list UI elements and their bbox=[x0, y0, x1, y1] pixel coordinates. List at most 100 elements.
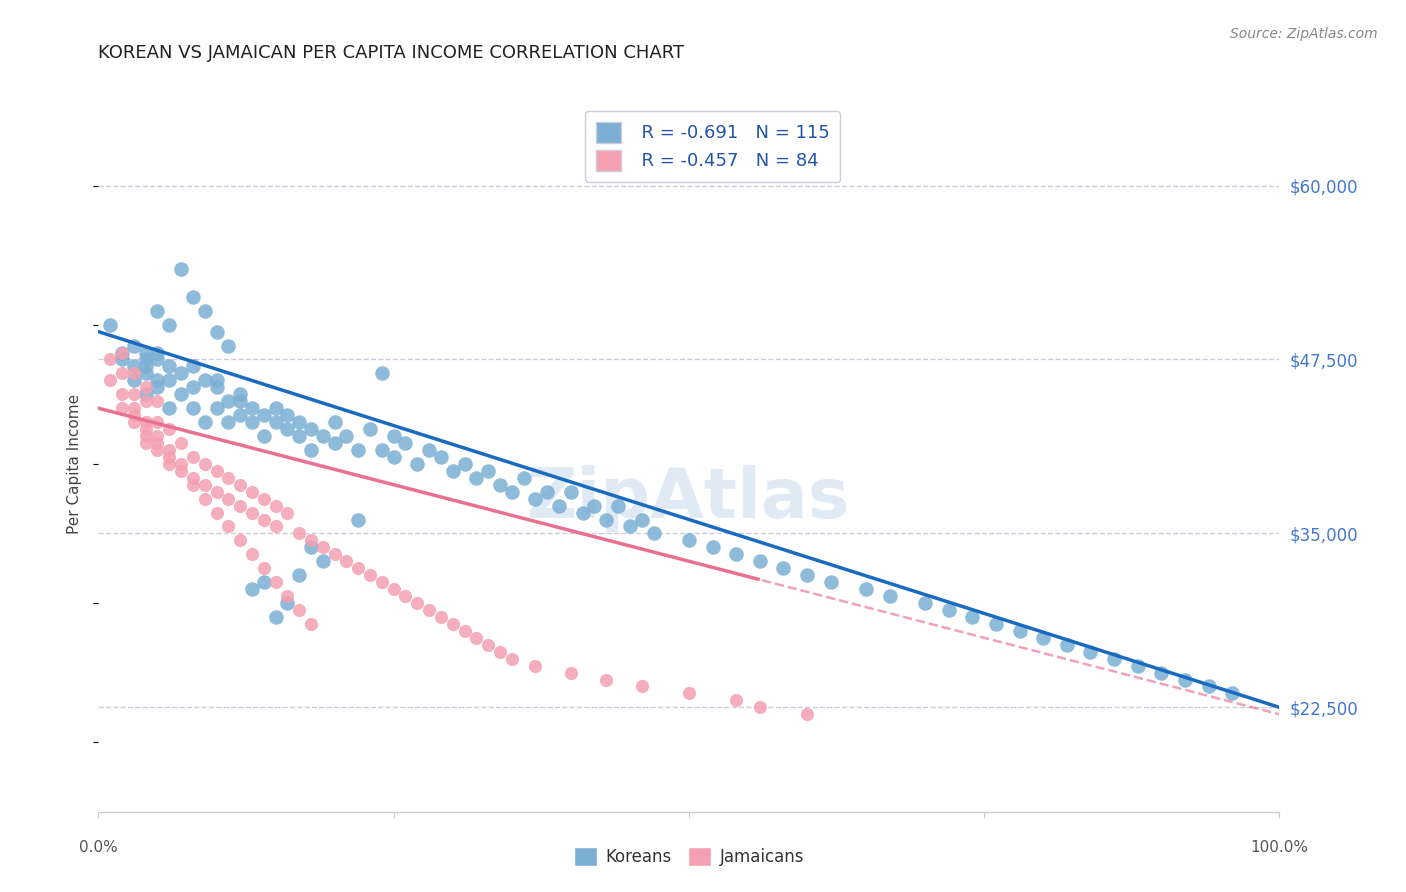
Text: 100.0%: 100.0% bbox=[1250, 839, 1309, 855]
Point bbox=[264, 415, 287, 429]
Point bbox=[288, 603, 311, 617]
Point bbox=[229, 408, 252, 422]
Point bbox=[371, 575, 394, 590]
Point bbox=[323, 547, 346, 561]
Point bbox=[264, 499, 287, 513]
Point bbox=[984, 616, 1007, 631]
Point bbox=[135, 352, 157, 367]
Point bbox=[962, 610, 984, 624]
Point bbox=[595, 673, 617, 687]
Point bbox=[1008, 624, 1031, 638]
Point bbox=[879, 589, 901, 603]
Point bbox=[240, 506, 263, 520]
Point bbox=[276, 506, 298, 520]
Point bbox=[276, 408, 298, 422]
Point bbox=[170, 464, 193, 478]
Point bbox=[501, 484, 523, 499]
Point bbox=[146, 345, 169, 359]
Point bbox=[418, 442, 440, 457]
Point bbox=[253, 491, 276, 506]
Point bbox=[796, 568, 818, 582]
Point bbox=[157, 373, 180, 387]
Point bbox=[122, 359, 145, 374]
Text: KOREAN VS JAMAICAN PER CAPITA INCOME CORRELATION CHART: KOREAN VS JAMAICAN PER CAPITA INCOME COR… bbox=[98, 45, 685, 62]
Point bbox=[477, 638, 499, 652]
Point bbox=[205, 506, 228, 520]
Point bbox=[135, 380, 157, 394]
Point bbox=[524, 491, 547, 506]
Point bbox=[170, 262, 193, 277]
Point bbox=[288, 568, 311, 582]
Point bbox=[406, 596, 429, 610]
Point bbox=[335, 429, 357, 443]
Point bbox=[748, 700, 770, 714]
Point bbox=[217, 491, 239, 506]
Point bbox=[465, 631, 488, 645]
Text: Source: ZipAtlas.com: Source: ZipAtlas.com bbox=[1230, 27, 1378, 41]
Point bbox=[146, 373, 169, 387]
Point bbox=[135, 359, 157, 374]
Point bbox=[1102, 651, 1125, 665]
Point bbox=[938, 603, 960, 617]
Point bbox=[122, 408, 145, 422]
Point bbox=[146, 429, 169, 443]
Point bbox=[571, 506, 593, 520]
Point bbox=[157, 401, 180, 416]
Point bbox=[536, 484, 558, 499]
Point bbox=[264, 401, 287, 416]
Point bbox=[240, 582, 263, 596]
Point bbox=[217, 519, 239, 533]
Point bbox=[299, 442, 322, 457]
Point bbox=[135, 415, 157, 429]
Point bbox=[157, 359, 180, 374]
Point bbox=[441, 616, 464, 631]
Point bbox=[702, 541, 724, 555]
Point bbox=[382, 429, 405, 443]
Point bbox=[194, 457, 217, 471]
Point bbox=[111, 345, 134, 359]
Point bbox=[229, 394, 252, 409]
Point bbox=[1150, 665, 1173, 680]
Point bbox=[748, 554, 770, 568]
Point bbox=[205, 484, 228, 499]
Point bbox=[382, 450, 405, 464]
Point bbox=[299, 616, 322, 631]
Point bbox=[548, 499, 571, 513]
Point bbox=[299, 422, 322, 436]
Point bbox=[630, 512, 652, 526]
Point bbox=[288, 429, 311, 443]
Point bbox=[146, 303, 169, 318]
Point bbox=[135, 387, 157, 401]
Point bbox=[312, 541, 335, 555]
Point bbox=[347, 442, 370, 457]
Point bbox=[335, 554, 357, 568]
Point bbox=[146, 436, 169, 450]
Point bbox=[465, 471, 488, 485]
Point bbox=[229, 387, 252, 401]
Point bbox=[229, 533, 252, 548]
Point bbox=[299, 533, 322, 548]
Point bbox=[111, 401, 134, 416]
Point bbox=[323, 436, 346, 450]
Point bbox=[157, 318, 180, 332]
Point bbox=[217, 471, 239, 485]
Point bbox=[157, 422, 180, 436]
Point bbox=[240, 401, 263, 416]
Point bbox=[253, 512, 276, 526]
Point bbox=[157, 450, 180, 464]
Point bbox=[524, 658, 547, 673]
Point bbox=[253, 429, 276, 443]
Point bbox=[725, 547, 748, 561]
Point bbox=[240, 547, 263, 561]
Point bbox=[264, 610, 287, 624]
Point bbox=[146, 380, 169, 394]
Point bbox=[430, 450, 453, 464]
Point bbox=[122, 338, 145, 352]
Point bbox=[146, 394, 169, 409]
Point bbox=[1220, 686, 1243, 700]
Point bbox=[122, 401, 145, 416]
Point bbox=[560, 484, 582, 499]
Point bbox=[170, 457, 193, 471]
Point bbox=[1080, 645, 1102, 659]
Point bbox=[135, 422, 157, 436]
